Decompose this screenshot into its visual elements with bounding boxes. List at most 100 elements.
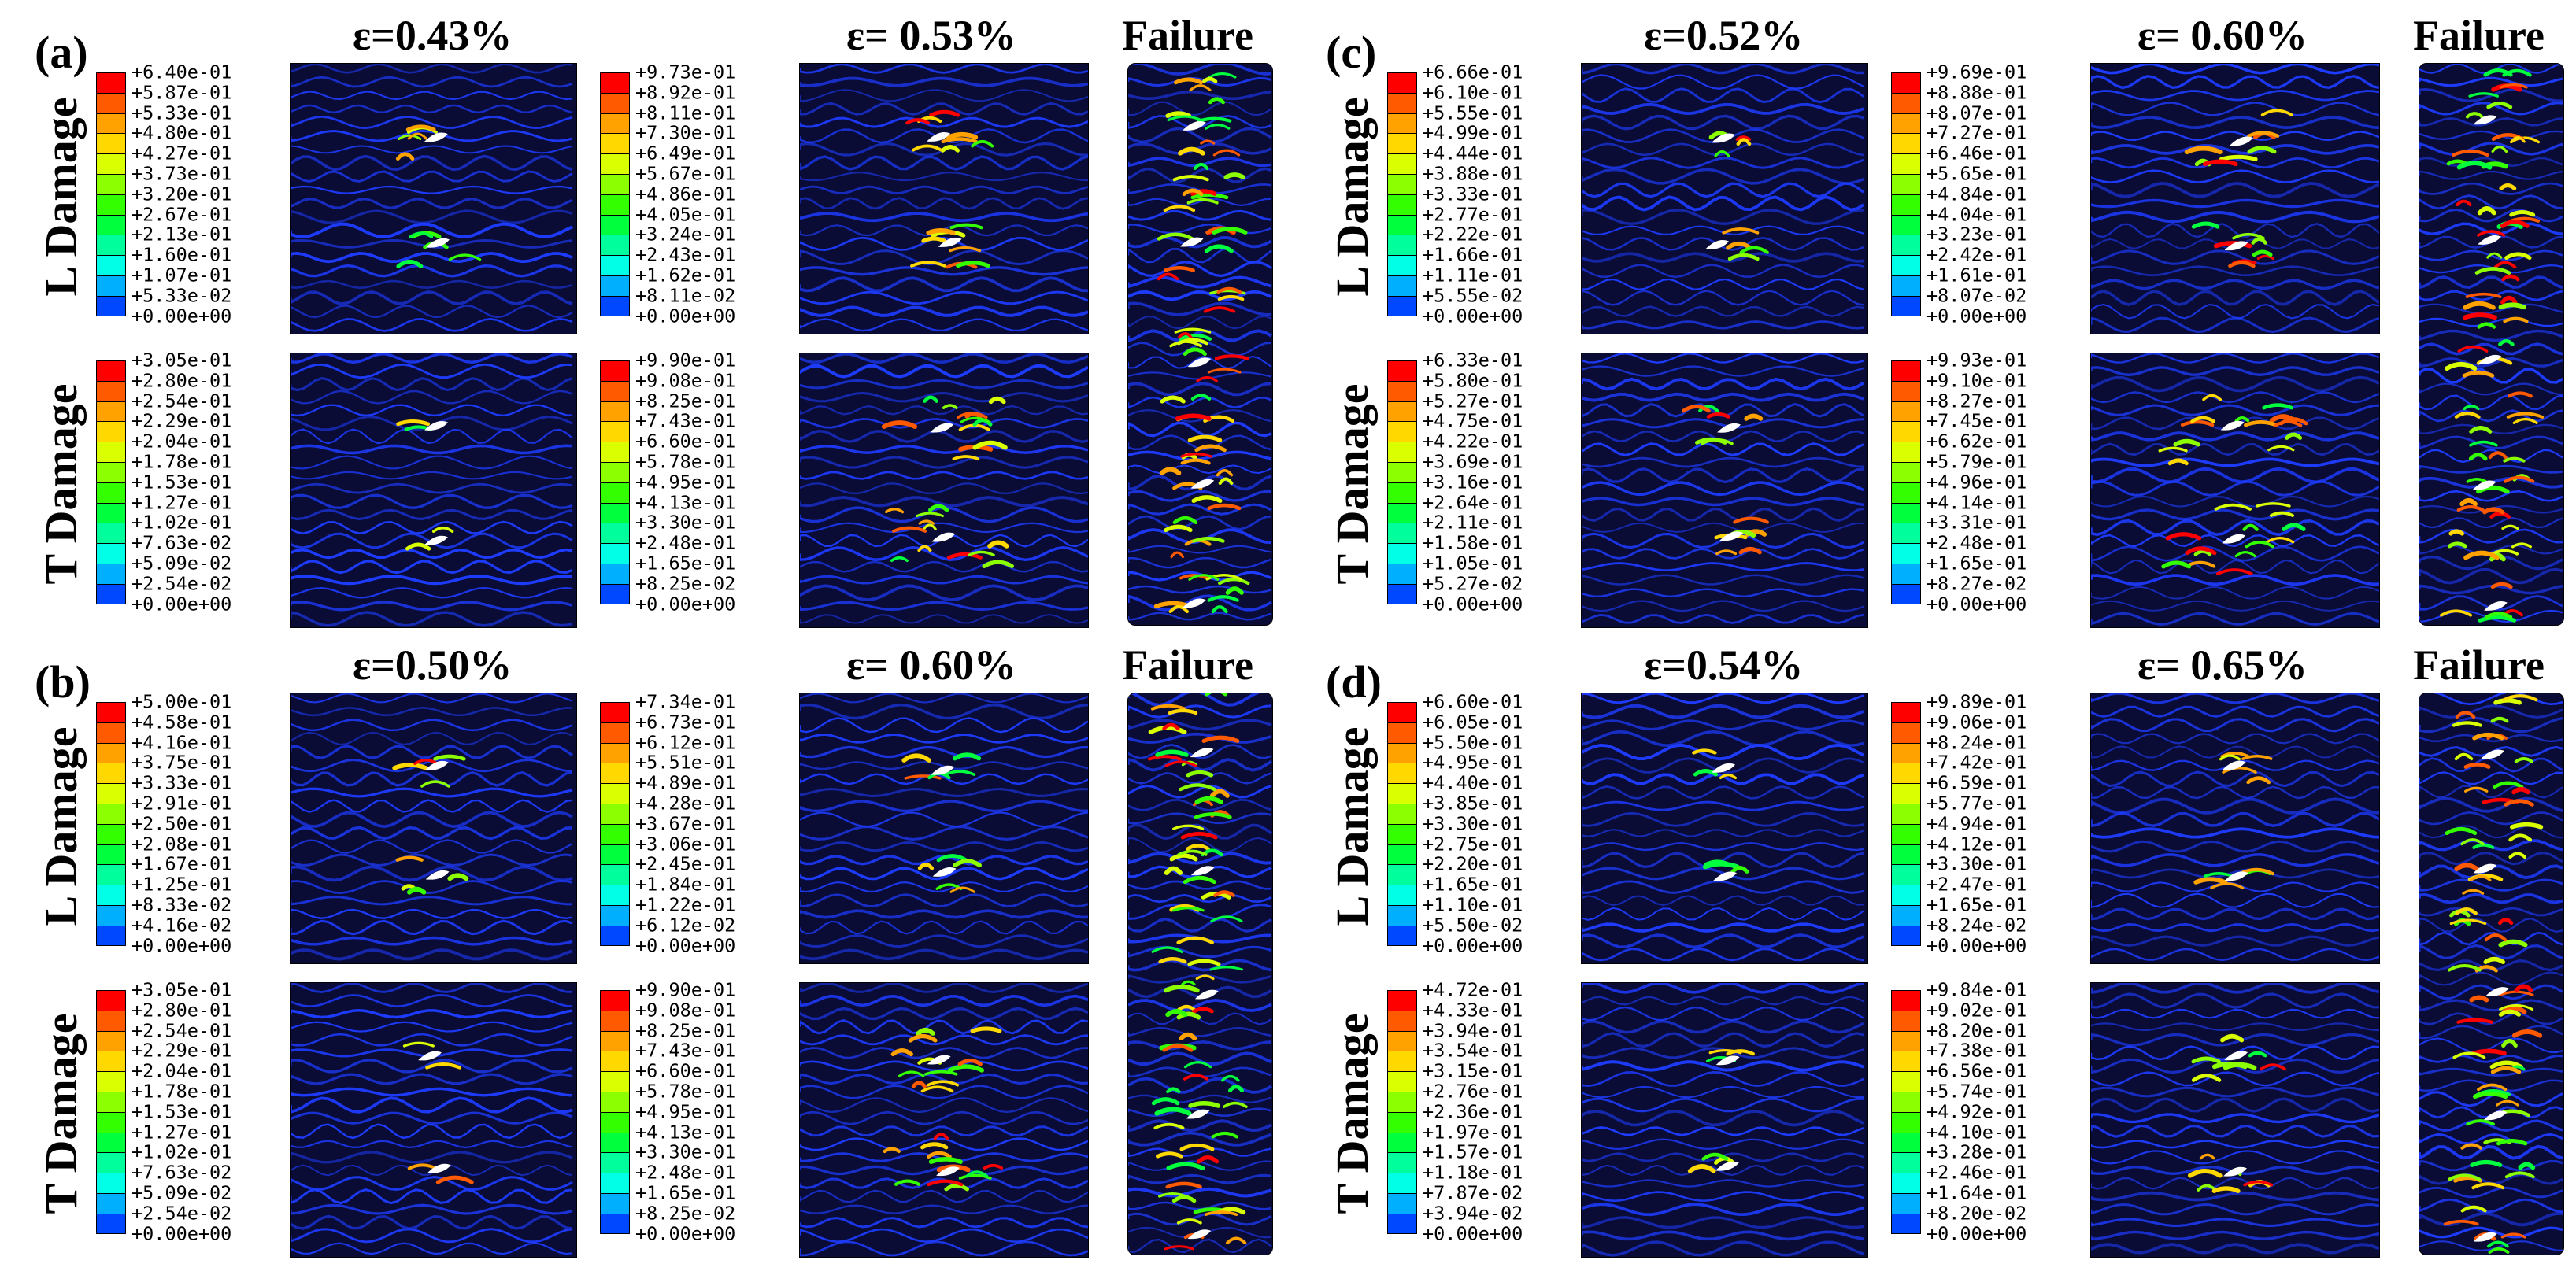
legend-swatch xyxy=(96,194,126,215)
legend-swatch xyxy=(1387,1173,1417,1193)
legend-tick-label: +3.33e-01 xyxy=(1423,183,1523,205)
legend-tick-label: +0.00e+00 xyxy=(1423,1221,1523,1244)
legend-swatch xyxy=(1387,133,1417,154)
legend-swatch xyxy=(1891,702,1921,722)
legend-tick-label: +4.80e-01 xyxy=(131,121,232,144)
failure-contour-plot xyxy=(2419,693,2564,1255)
legend-tick-label: +8.25e-01 xyxy=(635,389,736,412)
legend-tick-label: +0.00e+00 xyxy=(1926,933,2027,956)
panel-a: (a) ε=0.43% ε= 0.53% Failure L Damage T Damag… xyxy=(0,0,1285,630)
legend-swatch xyxy=(1891,92,1921,113)
legend-tick-label: +7.27e-01 xyxy=(1926,121,2027,144)
legend-tick-label: +8.27e-01 xyxy=(1926,389,2027,412)
contour-legend: +5.00e-01 +4.58e-01 +4.16e-01 +3.75e-01 +3.3… xyxy=(96,693,285,962)
legend-swatch xyxy=(96,1193,126,1214)
legend-swatch xyxy=(1387,1071,1417,1092)
legend-swatch xyxy=(600,1152,630,1173)
contour-legend: +6.66e-01 +6.10e-01 +5.55e-01 +4.99e-01 +4.4… xyxy=(1387,63,1576,332)
legend-tick-label: +7.30e-01 xyxy=(635,121,736,144)
legend-tick-label: +2.48e-01 xyxy=(635,1161,736,1184)
legend-tick-label: +2.43e-01 xyxy=(635,243,736,266)
legend-swatch xyxy=(1891,72,1921,93)
legend-swatch xyxy=(1387,462,1417,482)
legend-swatch xyxy=(600,113,630,134)
legend-swatch xyxy=(96,564,126,584)
crack-void xyxy=(2473,863,2497,874)
legend-swatch xyxy=(1387,722,1417,743)
legend-swatch xyxy=(96,885,126,905)
legend-swatch xyxy=(1387,1152,1417,1173)
legend-tick-label: +2.29e-01 xyxy=(131,409,232,432)
legend-tick-label: +4.58e-01 xyxy=(131,711,232,734)
crack-void xyxy=(1186,1109,1210,1119)
legend-tick-label: +3.54e-01 xyxy=(1423,1039,1523,1062)
legend-tick-label: +5.78e-01 xyxy=(635,450,736,473)
legend-tick-label: +8.92e-01 xyxy=(635,81,736,104)
legend-swatch xyxy=(1387,360,1417,381)
legend-tick-label: +4.92e-01 xyxy=(1926,1100,2027,1123)
legend-swatch xyxy=(600,1111,630,1133)
legend-swatch xyxy=(1387,174,1417,194)
legend-swatch xyxy=(1891,113,1921,134)
legend-swatch xyxy=(1387,823,1417,844)
crack-void xyxy=(1182,598,1206,608)
legend-swatch xyxy=(600,1071,630,1092)
legend-tick-label: +3.94e-02 xyxy=(1423,1202,1523,1225)
legend-swatch xyxy=(1891,1092,1921,1112)
crack-void xyxy=(424,760,449,770)
crack-void xyxy=(424,420,448,431)
crack-void xyxy=(1190,866,1215,876)
legend-tick-label: +4.72e-01 xyxy=(1423,978,1523,1001)
contour-legend: +9.89e-01 +9.06e-01 +8.24e-01 +7.42e-01 +6.5… xyxy=(1891,693,2080,962)
legend-swatch xyxy=(1387,702,1417,722)
fabric-mesh xyxy=(2091,64,2379,334)
crack-void xyxy=(932,867,957,877)
legend-tick-label: +8.24e-01 xyxy=(1926,730,2027,753)
failure-title: Failure xyxy=(2413,12,2545,59)
legend-swatch xyxy=(600,502,630,523)
legend-swatch xyxy=(96,763,126,784)
legend-swatch xyxy=(1387,421,1417,442)
legend-tick-label: +5.78e-01 xyxy=(635,1080,736,1103)
contour-legend: +3.05e-01 +2.80e-01 +2.54e-01 +2.29e-01 +2.0… xyxy=(96,351,285,620)
legend-tick-label: +2.36e-01 xyxy=(1423,1100,1523,1123)
legend-tick-label: +2.48e-01 xyxy=(1926,531,2027,554)
legend-swatch xyxy=(1387,844,1417,865)
legend-tick-label: +4.16e-02 xyxy=(131,914,232,937)
fabric-mesh xyxy=(291,693,576,963)
legend-tick-label: +6.66e-01 xyxy=(1423,61,1523,83)
legend-swatch xyxy=(1891,722,1921,743)
legend-swatch xyxy=(1387,235,1417,256)
legend-tick-label: +1.65e-01 xyxy=(1926,893,2027,916)
legend-swatch xyxy=(600,1051,630,1072)
legend-tick-label: +0.00e+00 xyxy=(1423,304,1523,327)
legend-swatch xyxy=(600,401,630,422)
legend-swatch xyxy=(600,885,630,905)
legend-tick-label: +3.88e-01 xyxy=(1423,162,1523,185)
legend-swatch xyxy=(600,72,630,93)
legend-swatch xyxy=(1891,482,1921,503)
row-label-t-damage: T Damage xyxy=(1327,1013,1378,1214)
legend-swatch xyxy=(600,742,630,763)
legend-swatch xyxy=(96,1152,126,1173)
legend-tick-label: +5.09e-02 xyxy=(131,552,232,575)
legend-swatch xyxy=(1891,864,1921,885)
legend-tick-label: +6.56e-01 xyxy=(1926,1059,2027,1082)
legend-tick-label: +3.20e-01 xyxy=(131,183,232,205)
legend-swatch xyxy=(1891,742,1921,763)
legend-tick-label: +5.65e-01 xyxy=(1926,162,2027,185)
legend-tick-label: +3.06e-01 xyxy=(635,832,736,855)
legend-swatch xyxy=(96,1010,126,1031)
legend-swatch xyxy=(600,905,630,926)
legend-swatch xyxy=(1891,462,1921,482)
row-label-t-damage: T Damage xyxy=(35,383,87,585)
legend-tick-label: +7.43e-01 xyxy=(635,409,736,432)
fabric-mesh xyxy=(1128,693,1272,1255)
legend-tick-label: +7.63e-02 xyxy=(131,1161,232,1184)
legend-swatch xyxy=(1387,564,1417,584)
legend-swatch xyxy=(96,235,126,256)
contour-plot-t-damage-1 xyxy=(290,982,577,1258)
contour-legend: +6.40e-01 +5.87e-01 +5.33e-01 +4.80e-01 +4.2… xyxy=(96,63,285,332)
legend-tick-label: +3.94e-01 xyxy=(1423,1018,1523,1041)
strain-title-2: ε= 0.65% xyxy=(2137,641,2308,689)
